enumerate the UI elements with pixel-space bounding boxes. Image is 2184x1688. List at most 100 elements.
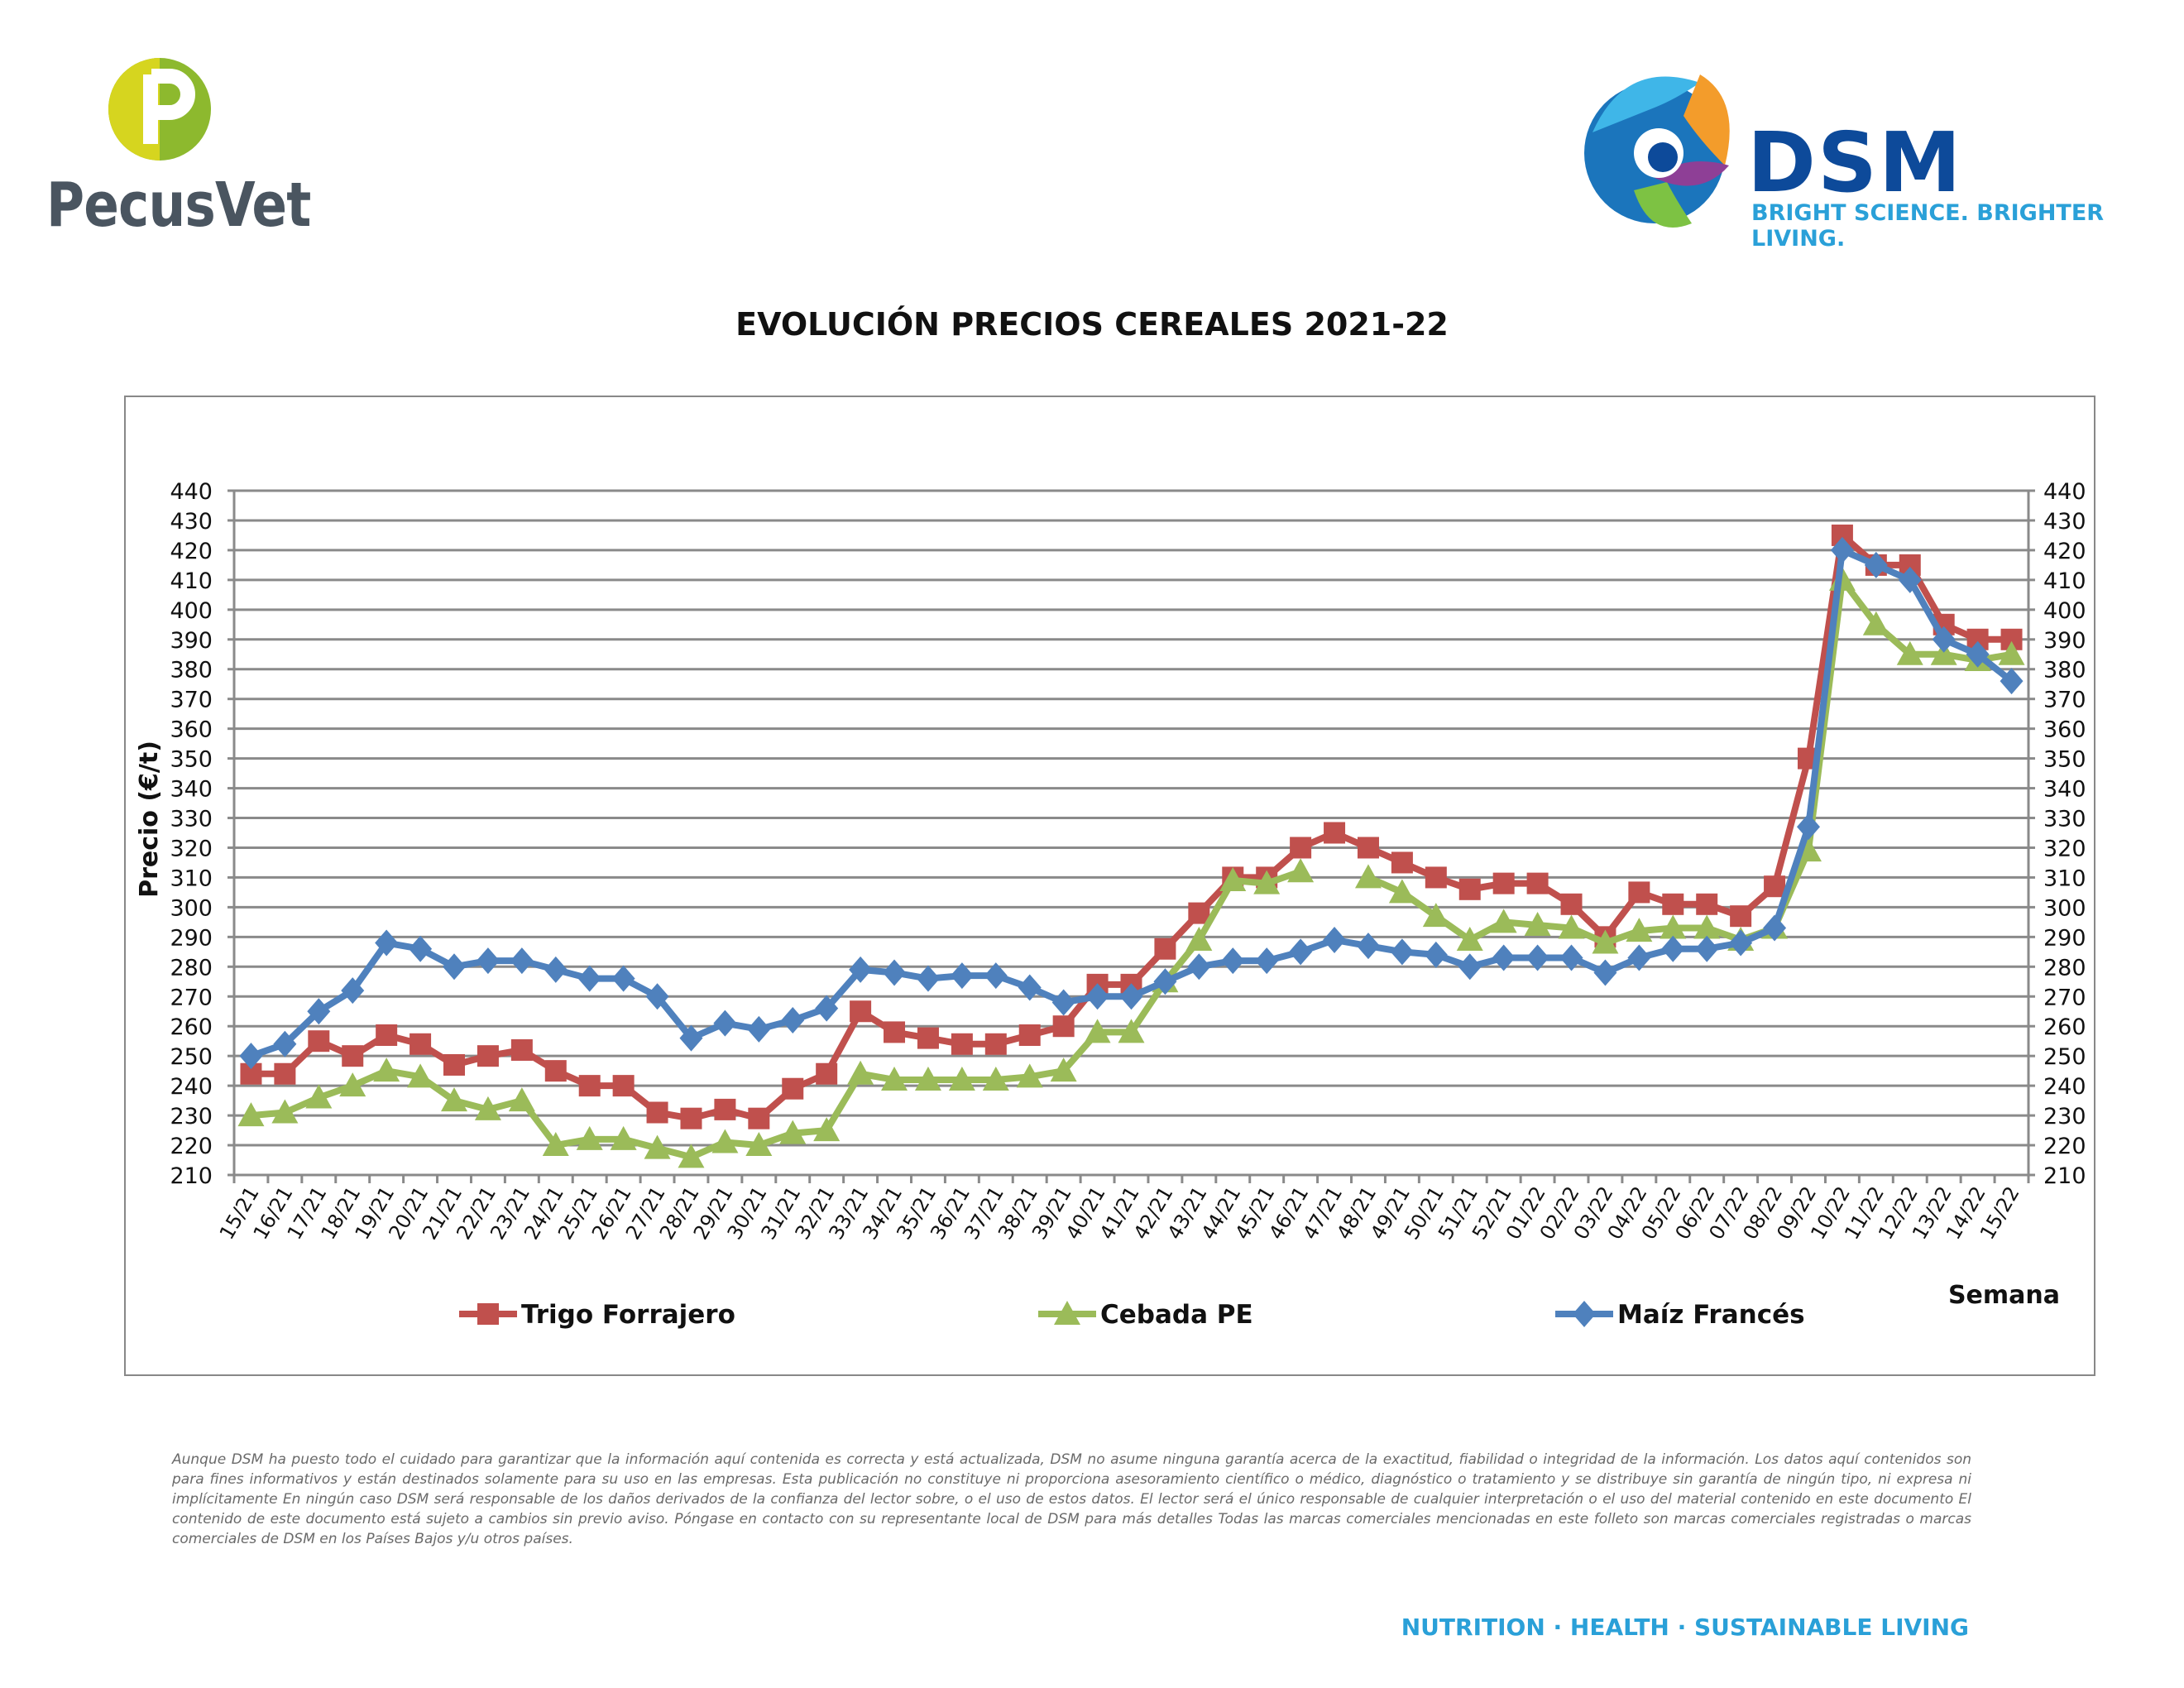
data-point bbox=[2000, 668, 2024, 695]
data-point bbox=[510, 947, 534, 975]
data-point bbox=[1560, 893, 1583, 915]
data-point bbox=[1018, 1024, 1041, 1047]
data-point bbox=[542, 1132, 569, 1157]
data-point bbox=[678, 1144, 705, 1168]
data-point bbox=[714, 1098, 736, 1120]
data-point bbox=[1492, 944, 1516, 971]
data-point bbox=[680, 1107, 702, 1129]
data-point bbox=[1018, 974, 1042, 1001]
data-point bbox=[1323, 926, 1347, 953]
data-point bbox=[781, 1007, 805, 1034]
data-point bbox=[1456, 926, 1483, 951]
data-point bbox=[239, 1043, 263, 1070]
data-point bbox=[1764, 875, 1786, 898]
data-point bbox=[1628, 881, 1650, 904]
chart-title: EVOLUCIÓN PRECIOS CEREALES 2021-22 bbox=[735, 306, 1449, 343]
y-tick-label-left: 280 bbox=[170, 955, 213, 981]
y-tick-label-left: 350 bbox=[170, 747, 213, 773]
data-point bbox=[1085, 983, 1109, 1010]
data-point bbox=[1050, 1057, 1077, 1082]
y-tick-label-left: 310 bbox=[170, 866, 213, 891]
legend-item: Maíz Francés bbox=[1555, 1300, 1805, 1330]
data-point bbox=[1763, 914, 1787, 942]
data-point bbox=[409, 935, 433, 962]
data-point bbox=[1188, 902, 1210, 924]
data-point bbox=[1930, 640, 1957, 665]
data-point bbox=[1696, 893, 1718, 915]
data-point bbox=[645, 983, 669, 1010]
data-point bbox=[1357, 837, 1379, 859]
data-point bbox=[1289, 938, 1313, 966]
data-point bbox=[1796, 813, 1820, 841]
data-point bbox=[816, 1062, 838, 1085]
data-point bbox=[308, 1030, 330, 1053]
data-point bbox=[443, 953, 467, 981]
data-point bbox=[745, 1132, 773, 1157]
data-point bbox=[1221, 947, 1245, 975]
data-point bbox=[849, 956, 873, 983]
data-point bbox=[510, 1038, 533, 1061]
y-tick-label-left: 410 bbox=[170, 568, 213, 594]
data-point bbox=[273, 1030, 297, 1057]
data-point bbox=[1558, 914, 1585, 939]
data-point bbox=[748, 1107, 770, 1129]
data-point bbox=[305, 1084, 333, 1109]
data-point bbox=[1255, 947, 1279, 975]
legend-item: Trigo Forrajero bbox=[459, 1300, 735, 1330]
data-point bbox=[1424, 941, 1448, 968]
data-point bbox=[1862, 611, 1889, 635]
y-tick-label-left: 420 bbox=[170, 539, 213, 564]
data-point bbox=[1356, 933, 1380, 960]
data-point bbox=[1626, 918, 1653, 942]
data-point bbox=[1730, 905, 1752, 928]
y-tick-label-right: 390 bbox=[2043, 628, 2086, 654]
y-tick-label-left: 260 bbox=[170, 1014, 213, 1040]
y-tick-label-right: 340 bbox=[2043, 777, 2086, 803]
data-point bbox=[1290, 837, 1312, 859]
y-tick-label-left: 240 bbox=[170, 1074, 213, 1100]
data-point bbox=[948, 1066, 975, 1091]
y-tick-label-right: 220 bbox=[2043, 1134, 2086, 1159]
data-point bbox=[951, 1033, 973, 1055]
y-tick-label-right: 230 bbox=[2043, 1104, 2086, 1129]
data-point bbox=[1458, 953, 1482, 981]
data-point bbox=[779, 1120, 807, 1144]
data-point bbox=[342, 1045, 364, 1067]
y-tick-label-right: 400 bbox=[2043, 598, 2086, 624]
legend-label: Maíz Francés bbox=[1617, 1300, 1805, 1330]
y-tick-label-right: 300 bbox=[2043, 895, 2086, 921]
data-point bbox=[1185, 926, 1213, 951]
y-axis-right: 210 220 230 240 250 260 270 280 290 300 310 320 330 3… bbox=[2027, 479, 2086, 1189]
data-point bbox=[1153, 968, 1177, 995]
gridlines bbox=[234, 489, 2028, 1177]
data-point bbox=[1593, 959, 1617, 986]
data-point bbox=[1187, 953, 1211, 981]
data-point bbox=[1830, 536, 1854, 563]
data-point bbox=[576, 1125, 603, 1150]
y-tick-label-right: 290 bbox=[2043, 925, 2086, 951]
data-point bbox=[610, 1125, 637, 1150]
dsm-tagline: BRIGHT SCIENCE. BRIGHTER LIVING. bbox=[1751, 200, 2105, 252]
data-point bbox=[1524, 911, 1551, 936]
y-tick-label-left: 330 bbox=[170, 807, 213, 832]
data-point bbox=[1525, 944, 1549, 971]
legend-marker bbox=[477, 1303, 499, 1325]
data-point bbox=[341, 977, 365, 1005]
data-point bbox=[1693, 914, 1721, 939]
data-point bbox=[1287, 858, 1315, 883]
data-point bbox=[679, 1024, 703, 1052]
data-point bbox=[914, 1066, 941, 1091]
data-point bbox=[1219, 867, 1247, 892]
y-tick-label-left: 290 bbox=[170, 925, 213, 951]
data-point bbox=[1998, 640, 2025, 665]
data-point bbox=[544, 956, 568, 983]
data-point bbox=[644, 1134, 671, 1159]
y-tick-label-left: 360 bbox=[170, 717, 213, 743]
data-point bbox=[1662, 893, 1684, 915]
data-point bbox=[1490, 909, 1517, 933]
data-point bbox=[1896, 640, 1923, 665]
data-point bbox=[1492, 872, 1515, 894]
data-point bbox=[1966, 640, 1990, 668]
y-tick-label-right: 440 bbox=[2043, 479, 2086, 505]
